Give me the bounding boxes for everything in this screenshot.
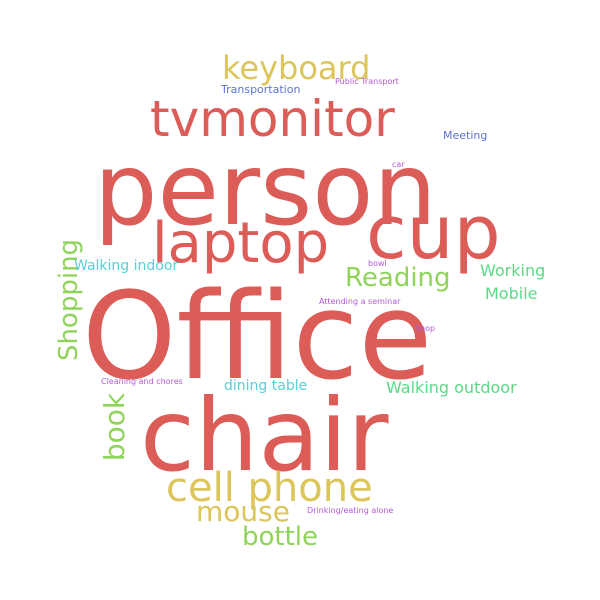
word-dining-table: dining table (224, 378, 308, 394)
word-transportation: Transportation (221, 83, 301, 96)
word-cleaning-chores: Cleaning and chores (101, 377, 183, 386)
word-car: car (392, 160, 405, 169)
word-attending-seminar: Attending a seminar (319, 297, 401, 306)
word-office: Office (82, 268, 433, 407)
word-meeting: Meeting (443, 129, 488, 142)
word-public-transport: Public Transport (335, 77, 399, 86)
word-reading: Reading (345, 263, 451, 293)
word-bottle: bottle (242, 522, 319, 552)
word-person: person (94, 131, 437, 248)
word-walking-indoor: Walking indoor (74, 258, 179, 274)
word-cup: cup (366, 190, 501, 276)
word-tvmonitor: tvmonitor (150, 90, 395, 148)
word-walking-outdoor: Walking outdoor (386, 378, 517, 397)
word-book: book (98, 392, 132, 462)
word-mobile: Mobile (485, 284, 538, 303)
word-bowl: bowl (368, 259, 387, 268)
word-laptop: laptop (152, 211, 330, 276)
word-cell-phone: cell phone (166, 465, 373, 511)
word-shop: Shop (415, 324, 436, 333)
word-drinking-eating-alone: Drinking/eating alone (307, 506, 394, 515)
word-chair: chair (140, 377, 389, 494)
word-keyboard: keyboard (222, 49, 371, 87)
word-working: Working (480, 261, 546, 280)
word-mouse: mouse (196, 495, 290, 528)
